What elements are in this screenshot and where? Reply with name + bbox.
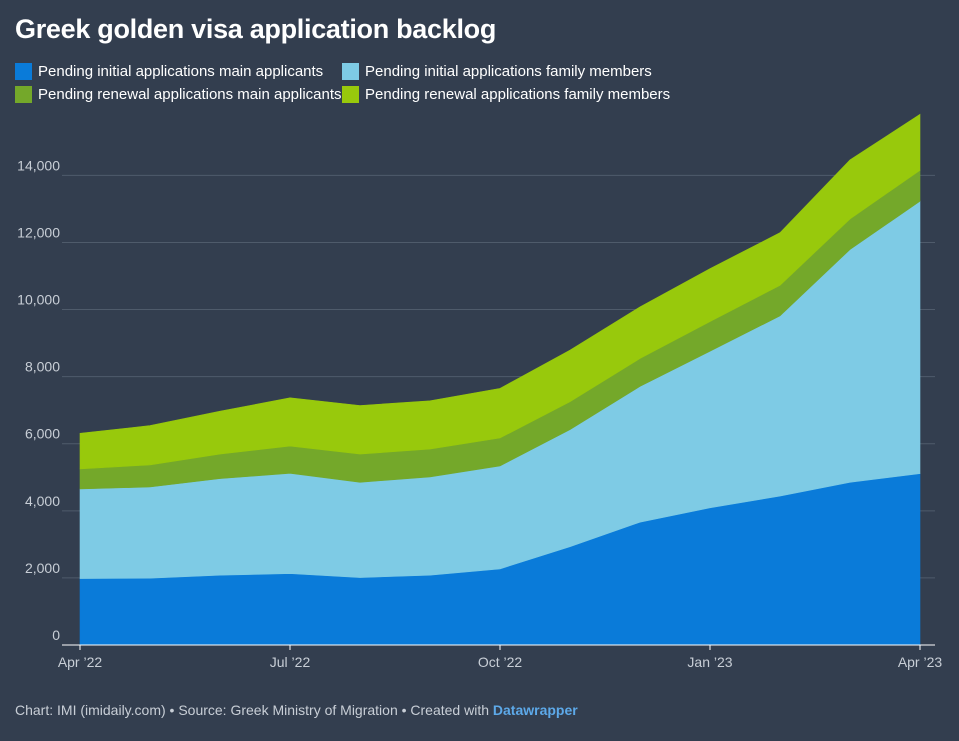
y-tick-label: 2,000 bbox=[25, 560, 60, 576]
datawrapper-link[interactable]: Datawrapper bbox=[492, 702, 578, 718]
legend-label-renewal-main: Pending renewal applications main applic… bbox=[38, 86, 342, 103]
x-tick-label: Apr ’22 bbox=[58, 654, 103, 670]
legend-swatch-initial-family bbox=[342, 63, 359, 80]
legend-item-initial-family: Pending initial applications family memb… bbox=[342, 62, 935, 81]
footer-credit: Chart: IMI (imidaily.com) • Source: Gree… bbox=[15, 702, 493, 718]
legend-label-initial-main: Pending initial applications main applic… bbox=[38, 63, 324, 80]
y-tick-label: 10,000 bbox=[17, 292, 60, 308]
legend-swatch-initial-main bbox=[15, 63, 32, 80]
x-tick-label: Oct ’22 bbox=[478, 654, 523, 670]
legend-swatch-renewal-main bbox=[15, 86, 32, 103]
y-tick-label: 6,000 bbox=[25, 426, 60, 442]
legend-swatch-renewal-family bbox=[342, 86, 359, 103]
legend-label-renewal-family: Pending renewal applications family memb… bbox=[365, 86, 671, 103]
y-tick-label: 4,000 bbox=[25, 493, 60, 509]
axes: 0 2,000 4,000 6,000 8,000 10,000 12,000 14,000 A… bbox=[17, 157, 942, 670]
area-series-4 bbox=[79, 113, 921, 470]
legend-item-renewal-main: Pending renewal applications main applic… bbox=[15, 85, 342, 104]
x-tick-label: Jul ’22 bbox=[270, 654, 311, 670]
x-tick-label: Apr ’23 bbox=[898, 654, 943, 670]
legend-item-renewal-family: Pending renewal applications family memb… bbox=[342, 85, 935, 104]
area-series bbox=[79, 113, 921, 646]
legend-label-initial-family: Pending initial applications family memb… bbox=[365, 63, 652, 80]
legend-item-initial-main: Pending initial applications main applic… bbox=[15, 62, 342, 81]
y-tick-label: 14,000 bbox=[17, 157, 60, 173]
x-tick-label: Jan ’23 bbox=[687, 654, 732, 670]
chart-legend: Pending initial applications main applic… bbox=[15, 62, 935, 104]
stacked-area-chart: 0 2,000 4,000 6,000 8,000 10,000 12,000 14,000 A… bbox=[17, 113, 942, 670]
chart-title: Greek golden visa application backlog bbox=[15, 14, 497, 44]
y-tick-label: 0 bbox=[52, 627, 60, 643]
y-tick-label: 12,000 bbox=[17, 224, 60, 240]
chart-footer: Chart: IMI (imidaily.com) • Source: Gree… bbox=[15, 702, 578, 718]
y-tick-label: 8,000 bbox=[25, 359, 60, 375]
